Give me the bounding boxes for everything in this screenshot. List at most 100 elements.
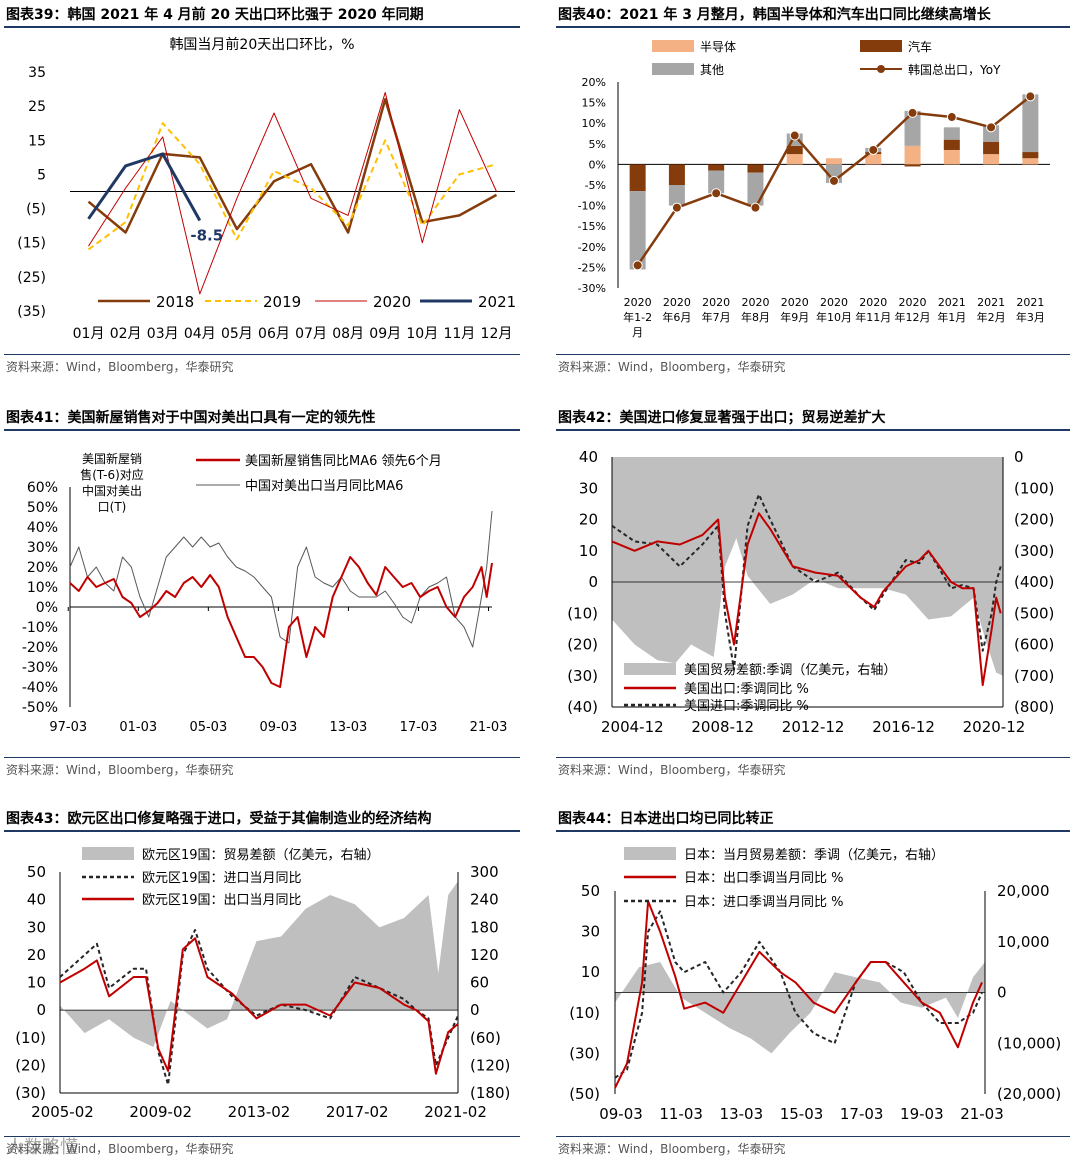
bar-其他 xyxy=(943,127,960,140)
legend-swatch xyxy=(82,847,134,860)
source-note: 资料来源：Wind，Bloomberg，华泰研究 xyxy=(558,1142,786,1156)
y2-tick-label: 0 xyxy=(470,1001,480,1019)
y2-tick-label: (700) xyxy=(1014,667,1054,685)
series-line-ez-exports xyxy=(59,937,459,1075)
x-tick-label: 2021 xyxy=(938,296,966,309)
bar-半导体 xyxy=(1022,158,1039,165)
chart-subtitle: 韩国当月前20天出口环比，% xyxy=(169,36,354,53)
x-tick-label: 年1-2 xyxy=(623,310,652,324)
legend-label: 中国对美出口当月同比MA6 xyxy=(245,479,403,494)
x-tick-label: 年8月 xyxy=(741,310,770,324)
source-separator xyxy=(556,1136,1070,1137)
y-tick-label: 10% xyxy=(27,580,58,596)
source-separator xyxy=(4,757,520,758)
y2-tick-label: 240 xyxy=(470,891,499,909)
y2-tick-label: (800) xyxy=(1014,698,1054,716)
line-point xyxy=(986,122,997,133)
chart-title: 图表42：美国进口修复显著强于出口；贸易逆差扩大 xyxy=(558,410,886,426)
x-tick-label: 年7月 xyxy=(702,310,731,324)
y-tick-label: 0% xyxy=(589,158,606,171)
y-tick-label: (25) xyxy=(17,270,46,286)
x-tick-label: 年12月 xyxy=(895,310,931,324)
legend-label: 其他 xyxy=(700,63,724,77)
x-tick-label: 年1月 xyxy=(937,310,966,324)
y2-tick-label: 120 xyxy=(470,946,499,964)
panel-39: 图表39：韩国 2021 年 4 月前 20 天出口环比强于 2020 年同期 … xyxy=(0,0,540,380)
bar-半导体 xyxy=(904,145,921,165)
bar-其他 xyxy=(629,191,646,270)
bar-汽车 xyxy=(747,164,764,173)
x-tick-label: 2009-02 xyxy=(129,1103,192,1121)
y2-tick-label: (200) xyxy=(1014,511,1054,529)
x-tick-label: 03月 xyxy=(147,326,179,342)
title-underline xyxy=(556,26,1070,28)
y-tick-label: 60% xyxy=(27,480,58,496)
legend-label: 日本：当月贸易差额：季调（亿美元，右轴） xyxy=(684,848,944,863)
source-note: 资料来源：Wind，Bloomberg，华泰研究 xyxy=(558,763,786,777)
bar-汽车 xyxy=(1022,152,1039,159)
y-tick-label: 5 xyxy=(37,167,46,183)
x-tick-label: 月 xyxy=(632,326,643,339)
chart-title: 图表41：美国新屋销售对于中国对美出口具有一定的领先性 xyxy=(6,410,376,426)
x-tick-label: 2020 xyxy=(820,296,848,309)
x-tick-label: 2020 xyxy=(624,296,652,309)
x-tick-label: 2017-02 xyxy=(326,1103,389,1121)
y-tick-label: -50% xyxy=(22,700,58,716)
title-underline xyxy=(4,429,520,431)
y-tick-label: -30% xyxy=(578,282,606,295)
x-tick-label: 15-03 xyxy=(780,1105,824,1123)
y-tick-label: -10% xyxy=(22,620,58,636)
y-tick-label: (40) xyxy=(567,698,598,716)
y-tick-label: 35 xyxy=(28,65,46,81)
y-axis-title: 口(T) xyxy=(98,500,127,514)
bar-汽车 xyxy=(786,145,803,155)
x-tick-label: 06月 xyxy=(258,326,290,342)
legend-label: 韩国总出口，YoY xyxy=(908,62,1001,77)
legend-swatch xyxy=(860,40,902,52)
y2-tick-label: (120) xyxy=(470,1056,510,1074)
x-tick-label: 11-03 xyxy=(659,1105,703,1123)
panel-43: 图表43：欧元区出口修复略强于进口，受益于其偏制造业的经济结构 资料来源：Win… xyxy=(0,800,540,1164)
y-tick-label: (20) xyxy=(567,636,598,654)
legend-label: 2018 xyxy=(156,293,194,311)
y-tick-label: 50 xyxy=(27,863,46,881)
line-point xyxy=(750,202,761,213)
y2-tick-label: 0 xyxy=(1014,448,1024,466)
y2-tick-label: 180 xyxy=(470,918,499,936)
y-tick-label: 0 xyxy=(36,1001,46,1019)
source-note: 资料来源：Wind，Bloomberg，华泰研究 xyxy=(558,360,786,374)
panel-44: 图表44：日本进出口均已同比转正 资料来源：Wind，Bloomberg，华泰研… xyxy=(540,800,1080,1164)
x-tick-label: 年11月 xyxy=(855,310,891,324)
x-tick-label: 2020-12 xyxy=(963,718,1026,736)
x-tick-label: 2020 xyxy=(663,296,691,309)
y2-tick-label: (20,000) xyxy=(997,1085,1061,1103)
bar-半导体 xyxy=(826,158,842,165)
bar-半导体 xyxy=(865,154,882,165)
area-trade-balance xyxy=(615,962,985,1054)
legend-label: 2021 xyxy=(478,293,516,311)
y-tick-label: -40% xyxy=(22,680,58,696)
legend-swatch xyxy=(652,40,694,52)
x-tick-label: 19-03 xyxy=(900,1105,944,1123)
chart-title: 图表44：日本进出口均已同比转正 xyxy=(558,811,774,827)
legend-label: 美国出口:季调同比 % xyxy=(684,682,809,697)
x-tick-label: 年2月 xyxy=(977,310,1006,324)
x-tick-label: 17-03 xyxy=(840,1105,884,1123)
y-tick-label: 5% xyxy=(589,138,606,151)
y-tick-label: -25% xyxy=(578,261,606,274)
series-line-jp-exports xyxy=(614,900,983,1089)
x-tick-label: 2004-12 xyxy=(601,718,664,736)
y-tick-label: 10% xyxy=(582,117,606,130)
y-tick-label: (50) xyxy=(569,1085,600,1103)
legend-label: 2019 xyxy=(263,293,301,311)
y2-tick-label: (600) xyxy=(1014,636,1054,654)
legend-swatch xyxy=(624,663,676,675)
y-tick-label: -20% xyxy=(22,640,58,656)
source-note: 资料来源：Wind，Bloomberg，华泰研究 xyxy=(6,763,234,777)
y-tick-label: 15 xyxy=(28,133,46,149)
legend-swatch xyxy=(624,847,676,860)
legend-label: 日本：出口季调当月同比 % xyxy=(684,871,844,886)
legend-label: 美国贸易差额:季调（亿美元，右轴） xyxy=(684,663,896,678)
x-tick-label: 年10月 xyxy=(816,310,852,324)
bar-半导体 xyxy=(943,149,960,165)
